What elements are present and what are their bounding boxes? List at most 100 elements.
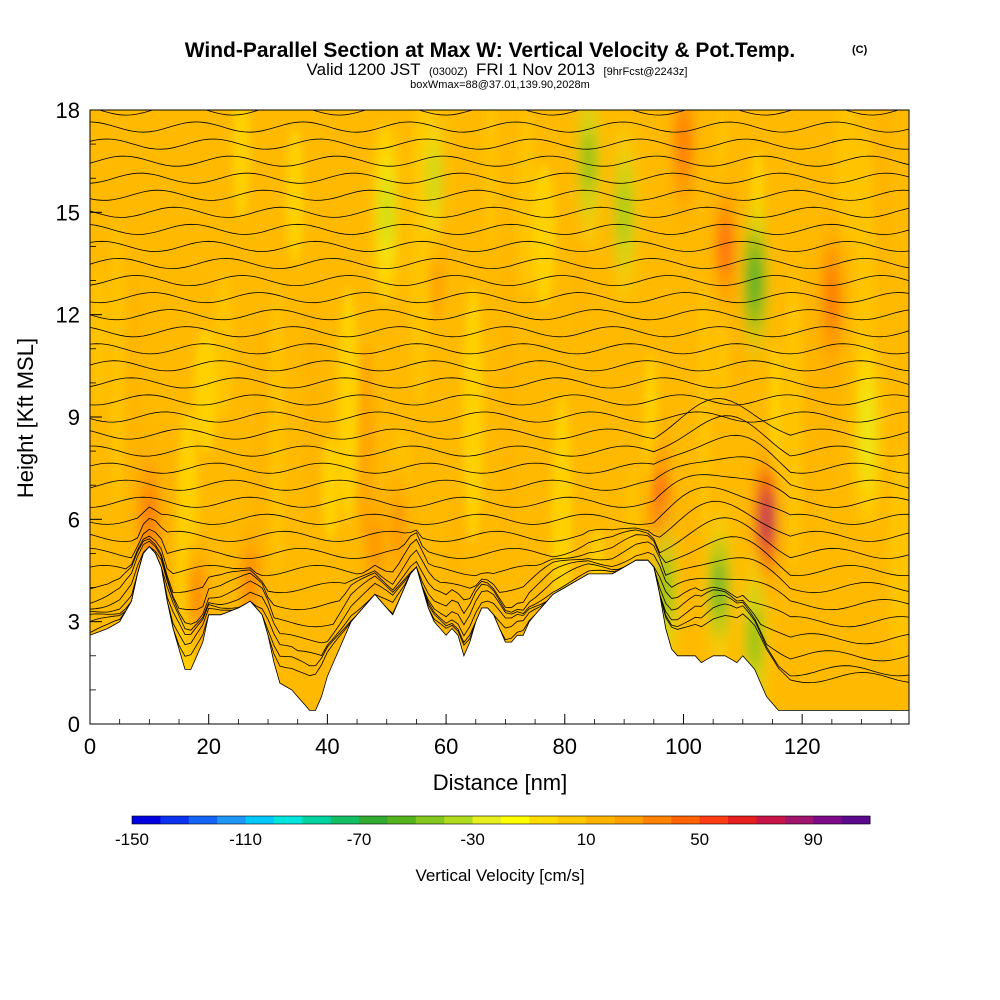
colorbar-swatch [784,816,814,824]
texture-band [126,271,143,540]
colorbar-swatch [529,816,559,824]
colorbar-swatch [586,816,616,824]
plot-area [90,110,909,724]
texture-band [698,272,711,535]
updraft-contour [720,214,730,278]
y-axis-label: Height [Kft MSL] [13,338,38,498]
downdraft-contour [714,559,724,616]
y-tick-label: 18 [56,98,80,123]
updraft-contour [192,562,201,626]
colorbar-swatch [557,816,587,824]
isentrope-line [90,540,909,611]
texture-band [888,447,909,661]
colorbar-swatch [444,816,474,824]
updraft-contour [827,266,836,330]
x-tick-label: 0 [84,734,96,759]
colorbar-tick-label: 90 [804,830,823,849]
updraft-contour [679,112,688,176]
texture-band [160,419,180,616]
colorbar-swatch [188,816,218,824]
colorbar-swatch [132,816,161,824]
chart-title: Wind-Parallel Section at Max W: Vertical… [185,39,796,62]
isentrope-line [90,377,909,389]
colorbar-swatch [614,816,644,824]
isentrope-line [90,538,909,594]
colorbar-swatch [642,816,672,824]
texture-layer [92,110,909,722]
colorbar-frame [131,815,871,825]
isentrope-line [90,206,909,218]
colorbar-label: Vertical Velocity [cm/s] [415,866,584,885]
isentrope-line [90,138,909,150]
isentrope-line [90,500,909,542]
colorbar-swatch [359,816,388,824]
colorbar-swatch [756,816,786,824]
isentrope-line [90,456,909,491]
chart-subtitle: Valid 1200 JST (0300Z) FRI 1 Nov 2013 [9… [307,60,688,79]
isentrope-line [90,545,909,662]
downdraft-contour [750,252,760,309]
subtitle-valid-time: Valid 1200 JST [307,60,421,79]
texture-band [501,233,515,551]
texture-band [285,127,304,264]
isentrope-line [90,415,909,457]
texture-band [270,281,284,584]
isentrope-line [90,155,909,167]
colorbar: -150 -110 -70 -30 10 50 90 [115,815,871,849]
isentrope-line [98,110,900,116]
axes: 0 20 40 60 80 100 120 0 3 6 9 12 15 18 [56,98,892,759]
isentrope-line [90,486,909,525]
colorbar-swatch [501,816,530,824]
y-tick-label: 6 [68,507,80,532]
isentrope-line [90,240,909,253]
colorbar-tick-label: -110 [229,830,262,849]
colorbar-swatch [671,816,701,824]
downdraft-contour [661,556,670,620]
isentrope-line [90,360,909,372]
title-copyright-mark: (C) [852,44,868,56]
texture-band [835,110,858,249]
isentrope-layer [90,110,909,684]
updraft-contour [370,515,379,579]
texture-band [302,291,324,528]
x-tick-label: 20 [196,734,220,759]
subtitle-forecast: [9hrFcst@2243z] [604,66,688,78]
texture-band [516,110,536,297]
updraft-contour [394,494,403,558]
y-tick-label: 3 [68,610,80,635]
subtitle-date: FRI 1 Nov 2013 [476,60,595,79]
colorbar-swatch [841,816,871,824]
texture-band [447,493,463,660]
isentrope-line [90,517,909,559]
colorbar-swatch [699,816,729,824]
colorbar-swatch [415,816,445,824]
terrain-mask [90,545,909,724]
isentrope-line [90,309,909,321]
colorbar-tick-label: -150 [115,830,149,849]
colorbar-swatch [472,816,502,824]
x-tick-label: 60 [434,734,458,759]
colorbar-swatch [728,816,757,824]
isentrope-line [90,545,909,645]
texture-band [92,269,106,409]
colorbar-tick-label: -30 [460,830,485,849]
chart-subtitle-line2: boxWmax=88@37.01,139.90,2028m [410,79,590,91]
texture-band [532,164,556,308]
x-tick-label: 100 [665,734,702,759]
texture-band [872,110,893,289]
subtitle-zulu-time: (0300Z) [429,66,468,78]
texture-band [110,217,124,509]
x-axis-label: Distance [nm] [433,770,568,795]
colorbar-tick-label: 50 [690,830,709,849]
x-tick-label: 120 [784,734,821,759]
x-tick-label: 80 [553,734,577,759]
colorbar-swatch [387,816,417,824]
isentrope-line [90,474,909,508]
isentrope-line [90,172,909,184]
colorbar-swatch [160,816,190,824]
updraft-contour [145,487,154,551]
texture-band [678,496,695,603]
isentrope-line [90,534,909,577]
y-tick-label: 9 [68,405,80,430]
